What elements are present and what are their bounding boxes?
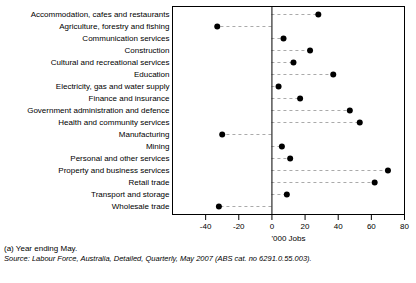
svg-text:60: 60 — [367, 222, 376, 231]
svg-text:Property and business services: Property and business services — [58, 166, 169, 175]
svg-text:Wholesale trade: Wholesale trade — [112, 202, 170, 211]
svg-text:Transport and storage: Transport and storage — [91, 190, 170, 199]
svg-text:Finance and insurance: Finance and insurance — [89, 94, 170, 103]
svg-text:0: 0 — [270, 222, 275, 231]
svg-text:'000 Jobs: '000 Jobs — [272, 234, 306, 243]
svg-text:-20: -20 — [233, 222, 245, 231]
svg-text:20: 20 — [301, 222, 310, 231]
svg-text:Manufacturing: Manufacturing — [119, 130, 170, 139]
svg-text:-40: -40 — [200, 222, 212, 231]
svg-text:80: 80 — [400, 222, 409, 231]
svg-text:Cultural and recreational serv: Cultural and recreational services — [51, 58, 170, 67]
svg-text:Mining: Mining — [146, 142, 170, 151]
html-text:Source: Labour Force, Australi: Source: Labour Force, Australia, Detaile… — [4, 254, 312, 263]
svg-text:40: 40 — [334, 222, 343, 231]
svg-text:Communication services: Communication services — [82, 34, 169, 43]
svg-text:Education: Education — [134, 70, 170, 79]
html-text:(a) Year ending May.: (a) Year ending May. — [4, 244, 78, 253]
svg-text:Construction: Construction — [125, 46, 170, 55]
svg-text:Agriculture, forestry and fish: Agriculture, forestry and fishing — [59, 22, 169, 31]
svg-text:Electricity, gas and water sup: Electricity, gas and water supply — [56, 82, 170, 91]
svg-text:Government administration and: Government administration and defence — [27, 106, 170, 115]
svg-text:Retail trade: Retail trade — [129, 178, 170, 187]
svg-text:Health and community services: Health and community services — [58, 118, 169, 127]
svg-text:Personal and other services: Personal and other services — [70, 154, 169, 163]
svg-text:Accommodation, cafes and resta: Accommodation, cafes and restaurants — [31, 10, 170, 19]
